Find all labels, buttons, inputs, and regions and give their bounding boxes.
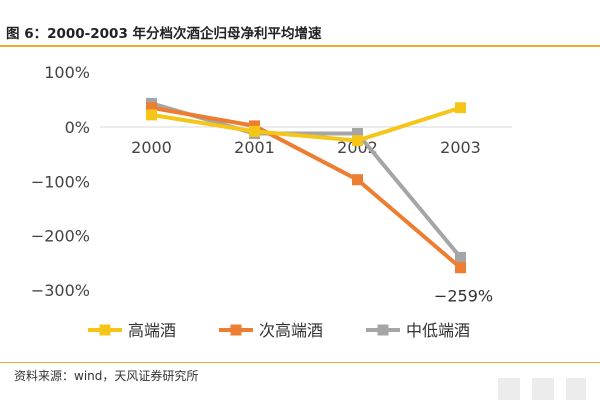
series-line — [151, 105, 462, 143]
watermark-block — [566, 378, 586, 400]
title-divider — [0, 45, 600, 47]
x-tick-label: 2003 — [440, 138, 481, 157]
source-note: 资料来源：wind，天风证券研究所 — [14, 369, 199, 383]
legend-label: 中低端酒 — [406, 321, 470, 340]
line-chart: 100%0%−100%−200%−300% 2000 2001 2002 2003 −… — [31, 63, 512, 340]
source-divider — [0, 362, 600, 363]
data-point — [455, 251, 466, 263]
x-tick-label: 2001 — [234, 138, 275, 157]
y-tick-label: 0% — [65, 118, 90, 137]
x-axis-ticks: 2000 2001 2002 2003 — [131, 138, 481, 157]
data-point — [146, 102, 157, 114]
series-lines — [146, 97, 466, 274]
series-line — [151, 105, 462, 270]
y-axis-ticks: 100% 0% −100% −200% −300% — [31, 63, 90, 300]
data-point — [455, 102, 466, 114]
data-point — [146, 109, 157, 121]
x-tick-label: 2000 — [131, 138, 172, 157]
legend-marker — [377, 324, 389, 336]
legend-marker — [230, 324, 242, 336]
data-point — [455, 262, 466, 274]
series-line — [150, 101, 463, 259]
y-tick-label: 100% — [44, 63, 90, 82]
watermark-block — [498, 378, 520, 400]
data-point — [352, 135, 363, 147]
data-point — [352, 128, 363, 140]
data-point — [352, 174, 363, 186]
data-label: −259% — [434, 287, 493, 306]
annotations: −259% — [434, 287, 493, 306]
legend-label: 高端酒 — [128, 321, 176, 340]
legend-label: 次高端酒 — [259, 321, 323, 340]
y-tick-label: −300% — [31, 281, 90, 300]
legend-marker — [99, 324, 111, 336]
data-point — [249, 125, 260, 137]
watermark-block — [532, 378, 554, 400]
y-tick-label: −200% — [31, 227, 90, 246]
chart-title: 图 6：2000-2003 年分档次酒企归母净利平均增速 — [6, 26, 322, 42]
legend: 高端酒 次高端酒 中低端酒 — [88, 321, 470, 340]
y-tick-label: −100% — [31, 172, 90, 191]
